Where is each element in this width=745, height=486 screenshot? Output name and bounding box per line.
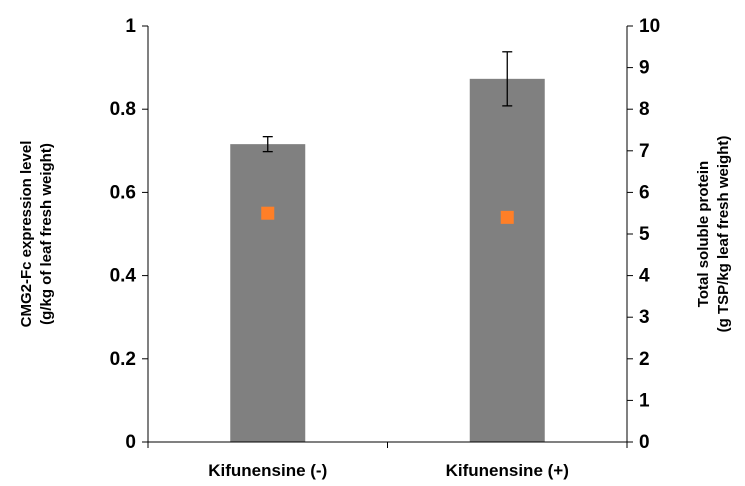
y-right-tick-label: 10 (639, 16, 660, 37)
bar (230, 144, 306, 443)
y-left-axis-title-line: CMG2-Fc expression level (18, 141, 35, 328)
y-left-tick-label: 0 (125, 432, 136, 453)
error-bar (262, 136, 273, 153)
y-right-axis-title-line: Total soluble protein (695, 161, 712, 307)
y-left-axis-title-line: (g/kg of leaf fresh weight) (38, 143, 55, 325)
y-right-tick-label: 2 (639, 349, 650, 370)
x-category-label: Kifunensine (+) (446, 461, 569, 480)
y-right-tick-label: 8 (639, 99, 650, 120)
y-right-tick-label: 7 (639, 141, 650, 162)
bar (469, 78, 545, 442)
error-bar (502, 51, 513, 107)
points-layer (261, 51, 514, 224)
y-right-tick-label: 5 (639, 224, 650, 245)
y-left-tick-label: 1 (125, 16, 136, 37)
x-category-label: Kifunensine (-) (208, 461, 327, 480)
tsp-point (261, 206, 275, 220)
y-right-axis-title-line: (g TSP/kg leaf fresh weight) (715, 136, 732, 333)
y-right-tick-label: 9 (639, 58, 650, 79)
axes-layer (142, 25, 633, 448)
tsp-point (500, 210, 514, 224)
y-left-axis-title: CMG2-Fc expression level (g/kg of leaf fr… (18, 141, 55, 328)
y-right-tick-label: 4 (639, 266, 650, 287)
y-left-tick-label: 0.4 (110, 266, 137, 287)
y-left-tick-label: 0.6 (110, 182, 136, 203)
y-right-axis-title: Total soluble protein (g TSP/kg leaf fres… (695, 136, 732, 333)
y-right-tick-label: 0 (639, 432, 650, 453)
y-left-tick-label: 0.2 (110, 349, 136, 370)
y-right-tick-label: 1 (639, 390, 650, 411)
y-right-tick-label: 3 (639, 307, 650, 328)
bars-layer (230, 78, 545, 443)
y-left-tick-label: 0.8 (110, 99, 136, 120)
y-right-tick-label: 6 (639, 182, 650, 203)
